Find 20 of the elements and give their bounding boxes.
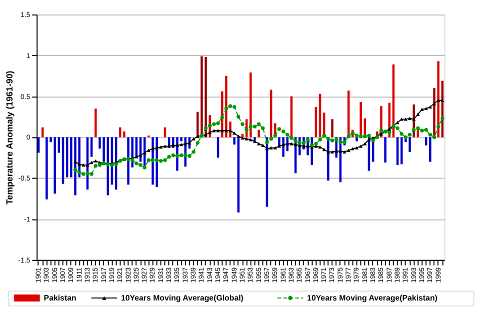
bar xyxy=(437,61,440,138)
legend-label: Pakistan xyxy=(44,293,76,302)
bar xyxy=(384,137,386,163)
bar xyxy=(46,137,48,200)
bar xyxy=(62,137,64,184)
legend-label: 10Years Moving Average(Global) xyxy=(120,293,244,302)
bar xyxy=(123,131,126,138)
bar xyxy=(54,137,56,194)
bar xyxy=(433,88,436,138)
bar xyxy=(204,57,207,138)
bar xyxy=(258,130,260,138)
bar xyxy=(233,137,236,145)
bar xyxy=(66,137,68,178)
bar xyxy=(424,137,428,146)
legend-label: 10Years Moving Average(Pakistan) xyxy=(307,293,438,302)
bar xyxy=(396,137,399,166)
bar xyxy=(127,137,130,185)
bar xyxy=(94,108,97,138)
y-axis-title: Temperature Anomaly (1961-90) xyxy=(4,70,14,205)
bar xyxy=(90,137,93,157)
